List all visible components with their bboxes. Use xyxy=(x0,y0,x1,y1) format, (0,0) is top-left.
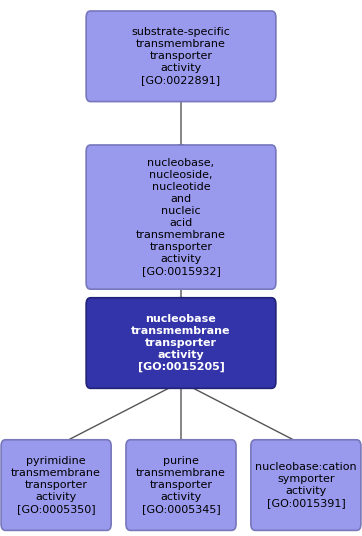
FancyBboxPatch shape xyxy=(86,145,276,289)
FancyBboxPatch shape xyxy=(1,440,111,531)
FancyBboxPatch shape xyxy=(86,298,276,388)
FancyBboxPatch shape xyxy=(86,11,276,102)
Text: substrate-specific
transmembrane
transporter
activity
[GO:0022891]: substrate-specific transmembrane transpo… xyxy=(131,27,231,85)
Text: pyrimidine
transmembrane
transporter
activity
[GO:0005350]: pyrimidine transmembrane transporter act… xyxy=(11,456,101,514)
Text: purine
transmembrane
transporter
activity
[GO:0005345]: purine transmembrane transporter activit… xyxy=(136,456,226,514)
FancyBboxPatch shape xyxy=(251,440,361,531)
FancyBboxPatch shape xyxy=(126,440,236,531)
Text: nucleobase
transmembrane
transporter
activity
[GO:0015205]: nucleobase transmembrane transporter act… xyxy=(131,314,231,372)
Text: nucleobase:cation
symporter
activity
[GO:0015391]: nucleobase:cation symporter activity [GO… xyxy=(255,462,357,508)
Text: nucleobase,
nucleoside,
nucleotide
and
nucleic
acid
transmembrane
transporter
ac: nucleobase, nucleoside, nucleotide and n… xyxy=(136,158,226,276)
